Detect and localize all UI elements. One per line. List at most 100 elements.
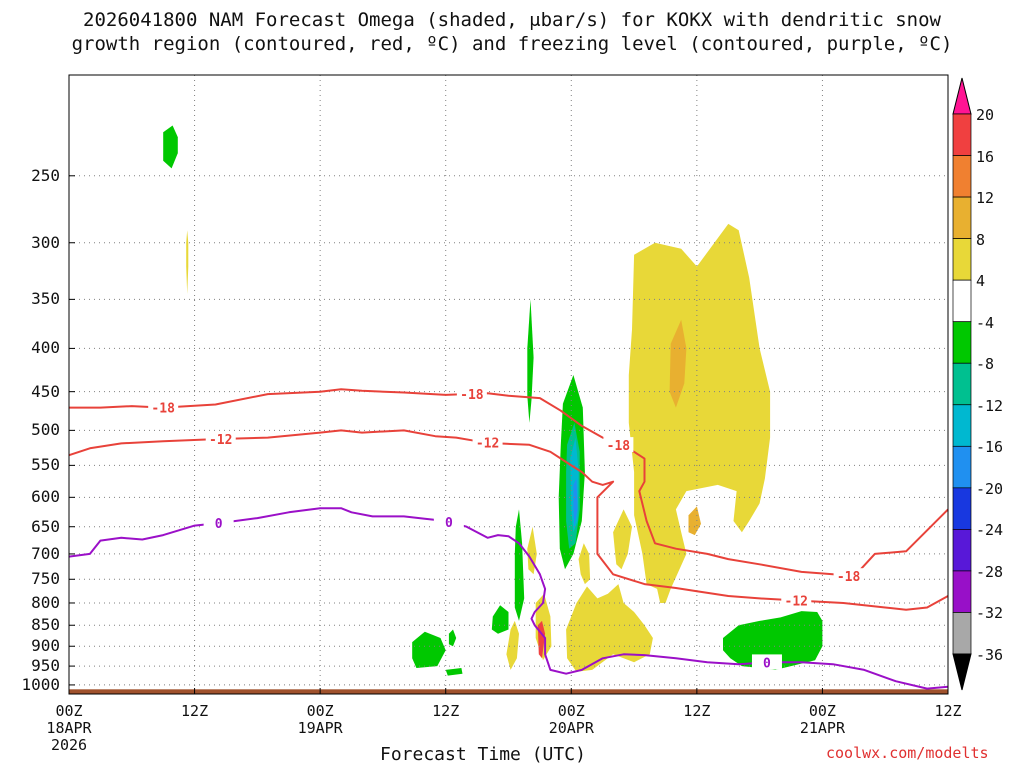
omega-region-2 (527, 299, 534, 423)
contour-label--18-1: -18 (460, 388, 484, 403)
colorbar-label: -32 (976, 604, 1004, 623)
contour-label--12-1: -12 (476, 436, 499, 451)
time-tick-label1: 00Z (306, 702, 334, 720)
colorbar-label: -16 (976, 438, 1004, 457)
contour-label-bg-0-0 (203, 514, 234, 530)
contour-line--12 (68, 429, 949, 611)
omega-region-20 (448, 629, 457, 647)
colorbar-label: 16 (976, 147, 995, 166)
time-tick-label: 12Z (657, 703, 737, 720)
colorbar-label: -4 (976, 313, 995, 332)
colorbar-box-7 (952, 404, 972, 447)
omega-region-19 (412, 631, 446, 668)
colorbar-label: -36 (976, 646, 1004, 664)
colorbar-label: 4 (976, 272, 986, 291)
colorbar-bottom-arrow (952, 653, 972, 691)
time-tick-label: 00Z 21APR (782, 703, 862, 737)
omega-region-10 (688, 506, 701, 536)
colorbar-label: -12 (976, 396, 1004, 415)
time-tick-label: 12Z (406, 703, 486, 720)
omega-region-12 (578, 543, 591, 585)
time-tick-label1: 12Z (934, 702, 962, 720)
time-tick-label: 00Z 20APR (531, 703, 611, 737)
pressure-tick-label: 750 (31, 569, 60, 589)
pressure-tick-label: 900 (31, 636, 60, 656)
omega-shading (163, 125, 823, 676)
time-tick-label: 00Z 18APR 2026 (29, 703, 109, 754)
pressure-tick-label: 250 (31, 165, 60, 185)
colorbar-label: -28 (976, 562, 1004, 581)
time-tick-label1: 00Z (808, 702, 836, 720)
pressure-tick-label: 700 (31, 543, 60, 563)
terrain-band (69, 689, 948, 694)
contour-label--18-3: -18 (837, 570, 861, 585)
omega-region-6 (573, 478, 578, 527)
time-tick-label2: 20APR (548, 719, 594, 737)
pressure-tick-label: 350 (31, 289, 60, 309)
contour-label--12-0: -12 (209, 433, 232, 448)
pressure-tick-label: 650 (31, 516, 60, 536)
colorbar-box-11 (952, 570, 972, 613)
colorbar-box-0 (952, 113, 972, 156)
time-tick-label1: 00Z (557, 702, 585, 720)
colorbar-label: -20 (976, 479, 1004, 498)
pressure-tick-label: 600 (31, 487, 60, 507)
omega-region-13 (566, 584, 653, 672)
contour-label-bg--12-0 (205, 430, 236, 446)
pressure-tick-label: 400 (31, 338, 60, 358)
time-tick-label1: 12Z (181, 702, 209, 720)
contour-label-0-1: 0 (445, 516, 453, 531)
omega-region-0 (163, 125, 178, 169)
time-tick-label1: 12Z (683, 702, 711, 720)
plot-frame (68, 74, 949, 695)
time-tick-label1: 00Z (55, 702, 83, 720)
colorbar-box-4 (952, 279, 972, 323)
colorbar-label: 12 (976, 189, 995, 208)
colorbar-label: -24 (976, 521, 1004, 540)
omega-region-15 (527, 526, 537, 575)
colorbar-top-arrow (952, 77, 972, 115)
x-axis-label: Forecast Time (UTC) (380, 744, 586, 765)
contour-label-0-0: 0 (215, 517, 223, 532)
time-tick-label: 00Z 19APR (280, 703, 360, 737)
site-credit: coolwx.com/modelts (826, 744, 989, 762)
colorbar (952, 77, 972, 691)
colorbar-box-1 (952, 155, 972, 198)
colorbar-box-8 (952, 445, 972, 489)
colorbar-box-5 (952, 321, 972, 364)
contour-label--12-2: -12 (785, 594, 808, 609)
omega-region-22 (723, 611, 823, 670)
omega-region-14 (506, 620, 519, 670)
pressure-tick-label: 500 (31, 420, 60, 440)
omega-region-7 (514, 509, 525, 621)
pressure-tick-label: 950 (31, 656, 60, 676)
contour-label-bg--12-1 (472, 434, 503, 450)
colorbar-box-12 (952, 612, 972, 655)
contour-line-0 (68, 507, 949, 690)
time-tick-label2: 18APR (46, 719, 92, 737)
colorbar-box-2 (952, 196, 972, 239)
contour-label--18-0: -18 (151, 402, 175, 417)
colorbar-box-6 (952, 362, 972, 406)
time-tick-label: 12Z (155, 703, 235, 720)
time-tick-label1: 12Z (432, 702, 460, 720)
contour-lines: -18 -18 -18 -18 -12 -12 -12 0 0 0 (68, 385, 949, 690)
contour-label-bg--18-1 (456, 385, 487, 401)
omega-region-11 (613, 509, 632, 570)
terrain-fill (69, 689, 948, 694)
omega-region-1 (186, 230, 189, 295)
contour-label--18-2: -18 (607, 439, 631, 454)
contour-label-bg-0-1 (433, 513, 464, 529)
omega-region-9 (669, 319, 687, 408)
colorbar-label: 20 (976, 106, 995, 124)
colorbar-label: -8 (976, 355, 995, 374)
contour-label-bg--18-0 (148, 399, 179, 415)
colorbar-label: 8 (976, 230, 986, 249)
pressure-tick-label: 550 (31, 455, 60, 475)
pressure-tick-label: 800 (31, 592, 60, 612)
pressure-tick-label: 450 (31, 381, 60, 401)
contour-label-bg--18-2 (603, 437, 634, 453)
contour-label-bg--12-2 (781, 592, 812, 608)
omega-region-21 (445, 668, 463, 676)
